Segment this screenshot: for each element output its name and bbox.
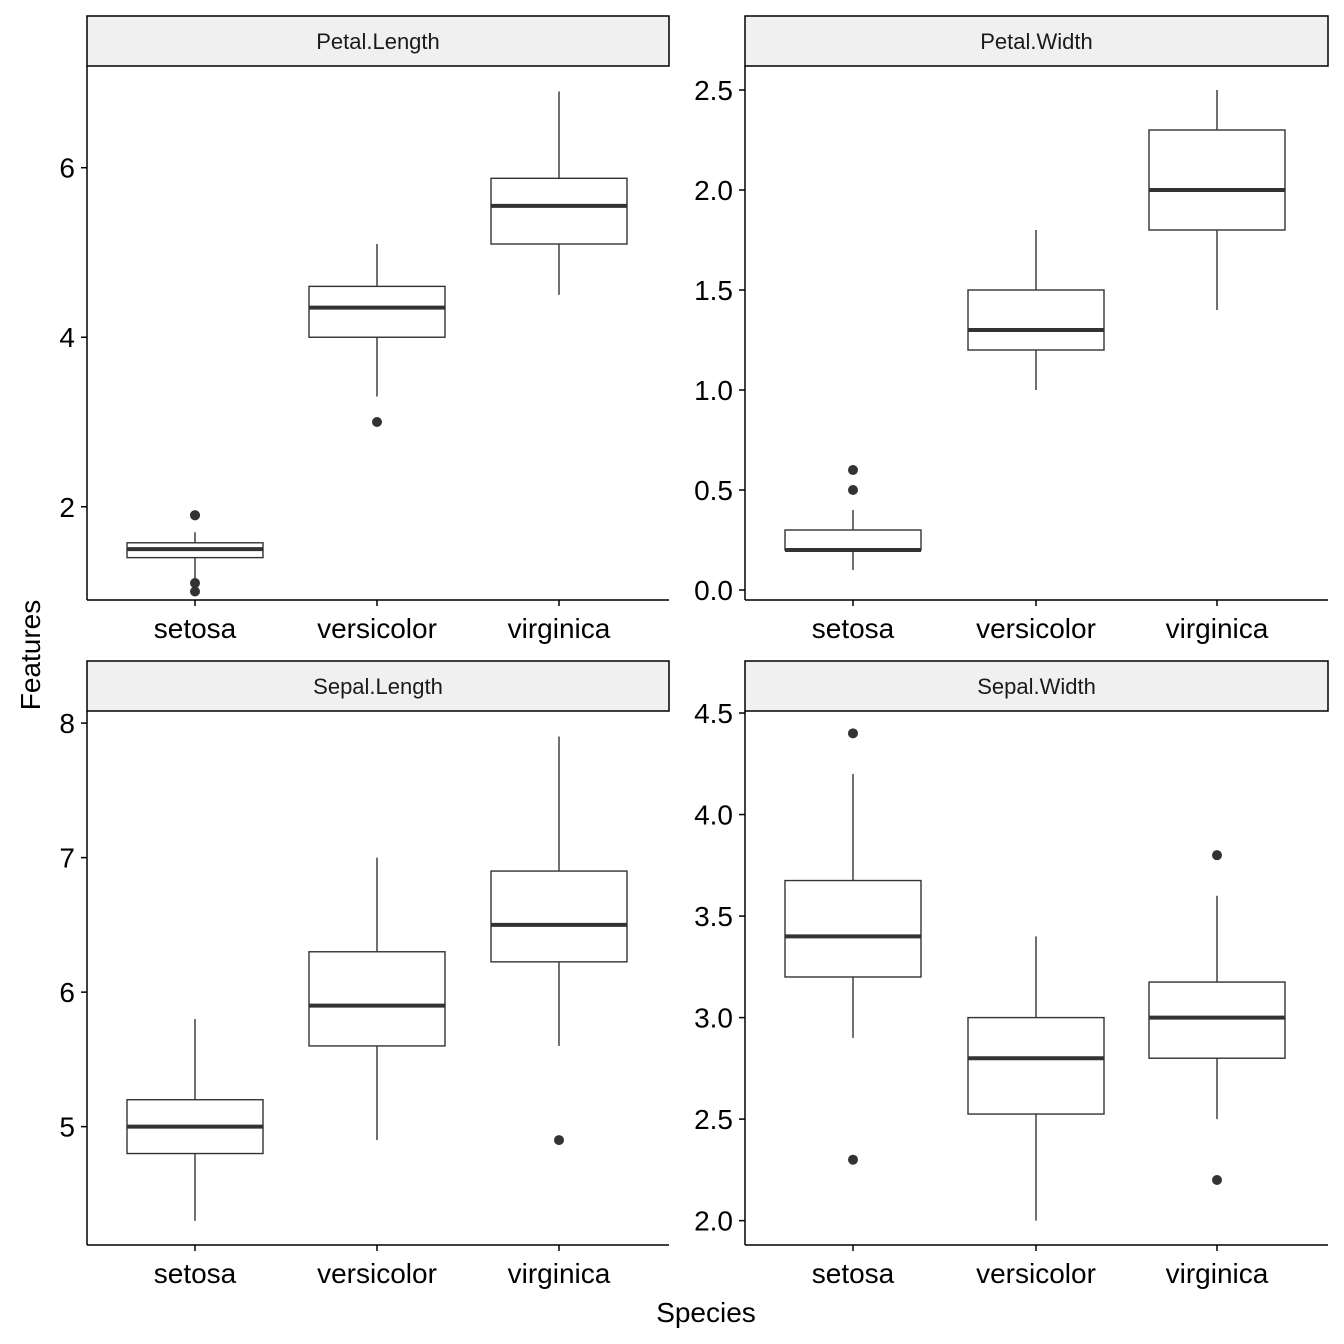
box-virginica	[1148, 850, 1286, 1186]
facet-strip	[86, 660, 670, 712]
iqr-box	[967, 1016, 1105, 1115]
facet-strip-label: Sepal.Width	[977, 674, 1096, 699]
iqr-box	[1148, 981, 1286, 1059]
x-tick-label: virginica	[1166, 1258, 1269, 1289]
box-virginica	[490, 91, 628, 295]
y-tick-label: 2.5	[694, 1104, 733, 1135]
box-versicolor	[308, 857, 446, 1141]
outlier-point	[190, 510, 200, 521]
outlier-point	[848, 485, 858, 495]
y-tick-label: 6	[59, 153, 75, 184]
y-tick-label: 3.5	[694, 901, 733, 932]
x-tick-label: setosa	[812, 1258, 895, 1289]
panel-3: Sepal.Width 2.0 2.5 3.0 3.5 4.0 4.5 setosa versi…	[694, 660, 1329, 1289]
outlier-point	[848, 728, 858, 739]
outlier-point	[1212, 850, 1222, 861]
iqr-box	[308, 285, 446, 338]
y-tick-label: 2	[59, 492, 75, 523]
facet-strip-label: Sepal.Length	[313, 674, 443, 699]
y-tick-label: 3.0	[694, 1003, 733, 1034]
outlier-point	[848, 1154, 858, 1165]
iqr-box	[784, 879, 922, 978]
outlier-point	[190, 586, 200, 597]
y-tick-label: 1.5	[694, 275, 733, 306]
x-tick-label: versicolor	[317, 613, 437, 644]
facet-strip-label: Petal.Width	[980, 29, 1093, 54]
x-tick-label: versicolor	[317, 1258, 437, 1289]
panel-1: Petal.Width 0.0 0.5 1.0 1.5 2.0 2.5 setosa versi…	[694, 15, 1329, 644]
y-tick-label: 2.0	[694, 1206, 733, 1237]
y-tick-label: 2.0	[694, 175, 733, 206]
box-setosa	[784, 728, 922, 1165]
x-axis-title: Species	[656, 1297, 756, 1328]
x-tick-label: versicolor	[976, 613, 1096, 644]
x-tick-label: virginica	[508, 613, 611, 644]
x-tick-label: virginica	[508, 1258, 611, 1289]
y-tick-label: 7	[59, 843, 75, 874]
box-versicolor	[967, 230, 1105, 390]
box-versicolor	[308, 244, 446, 427]
outlier-point	[372, 417, 382, 427]
iqr-box	[490, 177, 628, 245]
x-tick-label: setosa	[154, 1258, 237, 1289]
box-setosa	[126, 1019, 264, 1221]
panel-0: Petal.Length 2 4 6 setosa versicolor virginica	[59, 15, 670, 644]
facet-strip	[86, 15, 670, 67]
y-tick-label: 4	[59, 322, 75, 353]
y-tick-label: 1.0	[694, 375, 733, 406]
facet-strip	[744, 660, 1329, 712]
iqr-box	[1148, 129, 1286, 231]
outlier-point	[554, 1135, 564, 1146]
panel-2: Sepal.Length 5 6 7 8 setosa versicolor virginic…	[59, 660, 670, 1289]
iqr-box	[490, 870, 628, 963]
y-tick-label: 2.5	[694, 75, 733, 106]
box-versicolor	[967, 936, 1105, 1221]
facet-strip-label: Petal.Length	[316, 29, 440, 54]
y-tick-label: 0.5	[694, 475, 733, 506]
facet-panels: Petal.Length 2 4 6 setosa versicolor virginica…	[59, 15, 1329, 1289]
y-axis-title: Features	[15, 600, 46, 711]
y-tick-label: 4.0	[694, 800, 733, 831]
outlier-point	[848, 465, 858, 475]
box-virginica	[490, 736, 628, 1146]
x-tick-label: versicolor	[976, 1258, 1096, 1289]
y-tick-label: 6	[59, 977, 75, 1008]
facet-strip	[744, 15, 1329, 67]
box-virginica	[1148, 90, 1286, 310]
iqr-box	[784, 529, 922, 551]
y-tick-label: 0.0	[694, 575, 733, 606]
x-tick-label: setosa	[154, 613, 237, 644]
x-tick-label: virginica	[1166, 613, 1269, 644]
y-tick-label: 5	[59, 1112, 75, 1143]
y-tick-label: 4.5	[694, 698, 733, 729]
box-setosa	[126, 510, 264, 597]
iqr-box	[967, 289, 1105, 351]
outlier-point	[1212, 1175, 1222, 1186]
iqr-box	[308, 951, 446, 1047]
y-tick-label: 8	[59, 708, 75, 739]
box-setosa	[784, 465, 922, 570]
outlier-point	[190, 578, 200, 589]
x-tick-label: setosa	[812, 613, 895, 644]
